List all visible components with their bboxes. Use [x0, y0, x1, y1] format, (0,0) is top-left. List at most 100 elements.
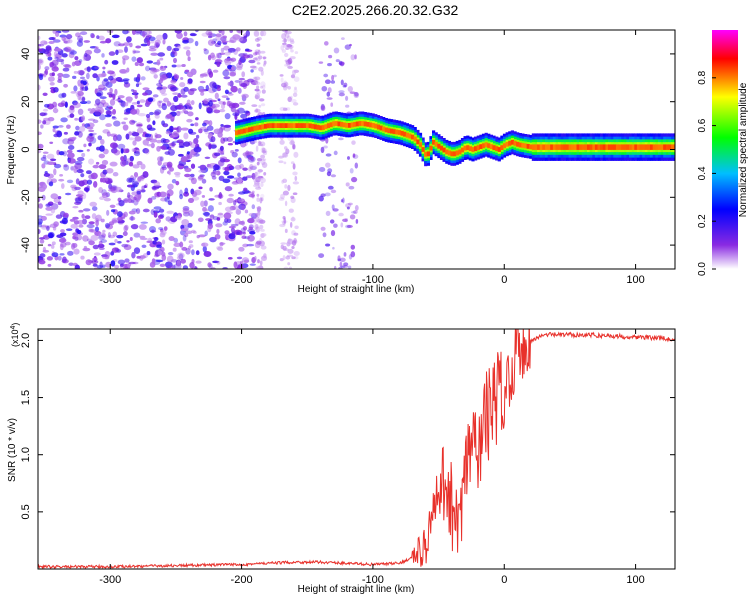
- spectrogram-noise-cell: [256, 206, 262, 212]
- spectrogram-noise-cell: [340, 222, 344, 228]
- spectrogram-noise-cell: [230, 223, 239, 227]
- spectrogram-signal-cell: [271, 123, 275, 128]
- spectrogram-noise-cell: [132, 164, 140, 169]
- spectrogram-noise-cell: [60, 229, 65, 233]
- spectrogram-noise-cell: [72, 232, 79, 237]
- spectrogram-noise-cell: [153, 236, 159, 242]
- spectrogram-noise-cell: [205, 84, 209, 92]
- spectrogram-noise-cell: [323, 73, 329, 78]
- spectrogram-noise-cell: [261, 30, 267, 37]
- spectrogram-noise-cell: [48, 41, 55, 44]
- spectrogram-noise-cell: [175, 180, 180, 186]
- spectrogram-noise-cell: [38, 197, 41, 203]
- spectrogram-noise-cell: [51, 252, 59, 258]
- spectrogram-noise-cell: [131, 56, 137, 62]
- spectrogram-noise-cell: [92, 244, 99, 250]
- spectrogram-noise-cell: [197, 176, 203, 181]
- spectrogram-noise-cell: [238, 59, 242, 66]
- spectrogram-noise-cell: [47, 56, 53, 61]
- spectrogram-signal-cell: [644, 144, 648, 150]
- spectrogram-signal-cell: [487, 143, 491, 149]
- spectrogram-noise-cell: [76, 40, 84, 47]
- spectrogram-noise-cell: [183, 132, 189, 140]
- spectrogram-noise-cell: [320, 105, 326, 112]
- spectrogram-noise-cell: [137, 113, 146, 117]
- spectrogram-noise-cell: [103, 197, 111, 202]
- spectrogram-noise-cell: [238, 77, 246, 81]
- spectrogram-noise-cell: [283, 217, 287, 224]
- spectrogram-noise-cell: [283, 80, 288, 87]
- spectrogram-noise-cell: [151, 195, 157, 200]
- spectrogram-noise-cell: [38, 119, 42, 124]
- spectrogram-noise: [38, 30, 360, 269]
- spectrogram-noise-cell: [163, 226, 168, 231]
- spectrogram-noise-cell: [256, 62, 261, 65]
- spectrogram-signal-cell: [573, 144, 578, 150]
- spectrogram-noise-cell: [90, 33, 96, 39]
- spectrogram-noise-cell: [63, 83, 68, 88]
- spectrogram-signal-cell: [424, 151, 428, 157]
- snr-frame: [37, 328, 676, 570]
- spectrogram-noise-cell: [126, 184, 134, 188]
- spectrogram-noise-cell: [345, 104, 350, 108]
- spectrogram-noise-cell: [114, 264, 120, 269]
- spectrogram-noise-cell: [96, 92, 102, 97]
- spectrogram-noise-cell: [88, 142, 92, 147]
- spectrogram-noise-cell: [132, 50, 141, 54]
- spectrogram-noise-cell: [199, 174, 205, 177]
- spectrogram-signal-cell: [521, 143, 525, 148]
- spectrogram-noise-cell: [130, 108, 138, 115]
- spectrogram-noise-cell: [318, 167, 326, 172]
- spectrogram-noise-cell: [279, 139, 285, 145]
- spectrogram-noise-cell: [164, 151, 171, 155]
- spectrogram-noise-cell: [168, 235, 175, 242]
- spectrogram-noise-cell: [92, 263, 98, 267]
- spectrogram-noise-cell: [215, 34, 224, 42]
- spectrogram-signal-cell: [589, 144, 593, 150]
- spectrogram-noise-cell: [213, 152, 221, 157]
- spectrogram-signal-cell: [350, 122, 354, 128]
- spectrogram-noise-cell: [258, 141, 262, 145]
- spectrogram-noise-cell: [61, 217, 68, 225]
- spectrogram-noise-cell: [238, 80, 244, 87]
- spectrogram-noise-cell: [158, 226, 164, 231]
- spectrogram-noise-cell: [43, 112, 48, 116]
- spectrogram-signal-cell: [363, 121, 367, 127]
- spectrogram-noise-cell: [88, 221, 95, 225]
- spectrogram-noise-cell: [100, 138, 105, 145]
- spectrogram-noise-cell: [191, 249, 195, 256]
- spectrogram-noise-cell: [291, 245, 295, 250]
- spectrogram-noise-cell: [128, 261, 136, 265]
- spectrogram-noise-cell: [122, 124, 129, 131]
- spectrogram-noise-cell: [105, 123, 112, 128]
- spectrogram-noise-cell: [57, 72, 64, 77]
- spectrogram-signal-cell: [663, 144, 667, 150]
- spectrogram-noise-cell: [144, 148, 150, 155]
- spectrogram-noise-cell: [161, 102, 166, 106]
- spectrogram-noise-cell: [257, 210, 261, 216]
- spectrogram-noise-cell: [74, 186, 81, 191]
- spectrogram-noise-cell: [287, 96, 292, 103]
- spectrogram-noise-cell: [320, 146, 325, 154]
- spectrogram-noise-cell: [86, 66, 91, 73]
- spectrogram-noise-cell: [209, 236, 217, 243]
- spectrogram-noise-cell: [111, 116, 118, 120]
- spectrogram-signal-cell: [374, 123, 378, 129]
- spectrogram-noise-cell: [285, 44, 293, 48]
- spectrogram-noise-cell: [157, 160, 162, 166]
- spectrogram-noise-cell: [127, 192, 131, 199]
- spectrogram-noise-cell: [125, 133, 130, 140]
- spectrogram-noise-cell: [208, 165, 214, 168]
- spectrogram-noise-cell: [222, 178, 231, 184]
- spectrogram-signal-cell: [250, 126, 254, 132]
- spectrogram-noise-cell: [44, 66, 50, 71]
- spectrogram-signal-cell: [668, 144, 672, 150]
- spectrogram-noise-cell: [346, 206, 350, 210]
- spectrogram-noise-cell: [210, 52, 215, 59]
- snr-series-line: [38, 329, 675, 569]
- spectrogram-noise-cell: [40, 224, 48, 230]
- spectrogram-noise-cell: [246, 243, 255, 247]
- spectrogram-noise-cell: [166, 45, 172, 52]
- spectrogram-noise-cell: [260, 197, 264, 202]
- spectrogram-noise-cell: [155, 218, 162, 224]
